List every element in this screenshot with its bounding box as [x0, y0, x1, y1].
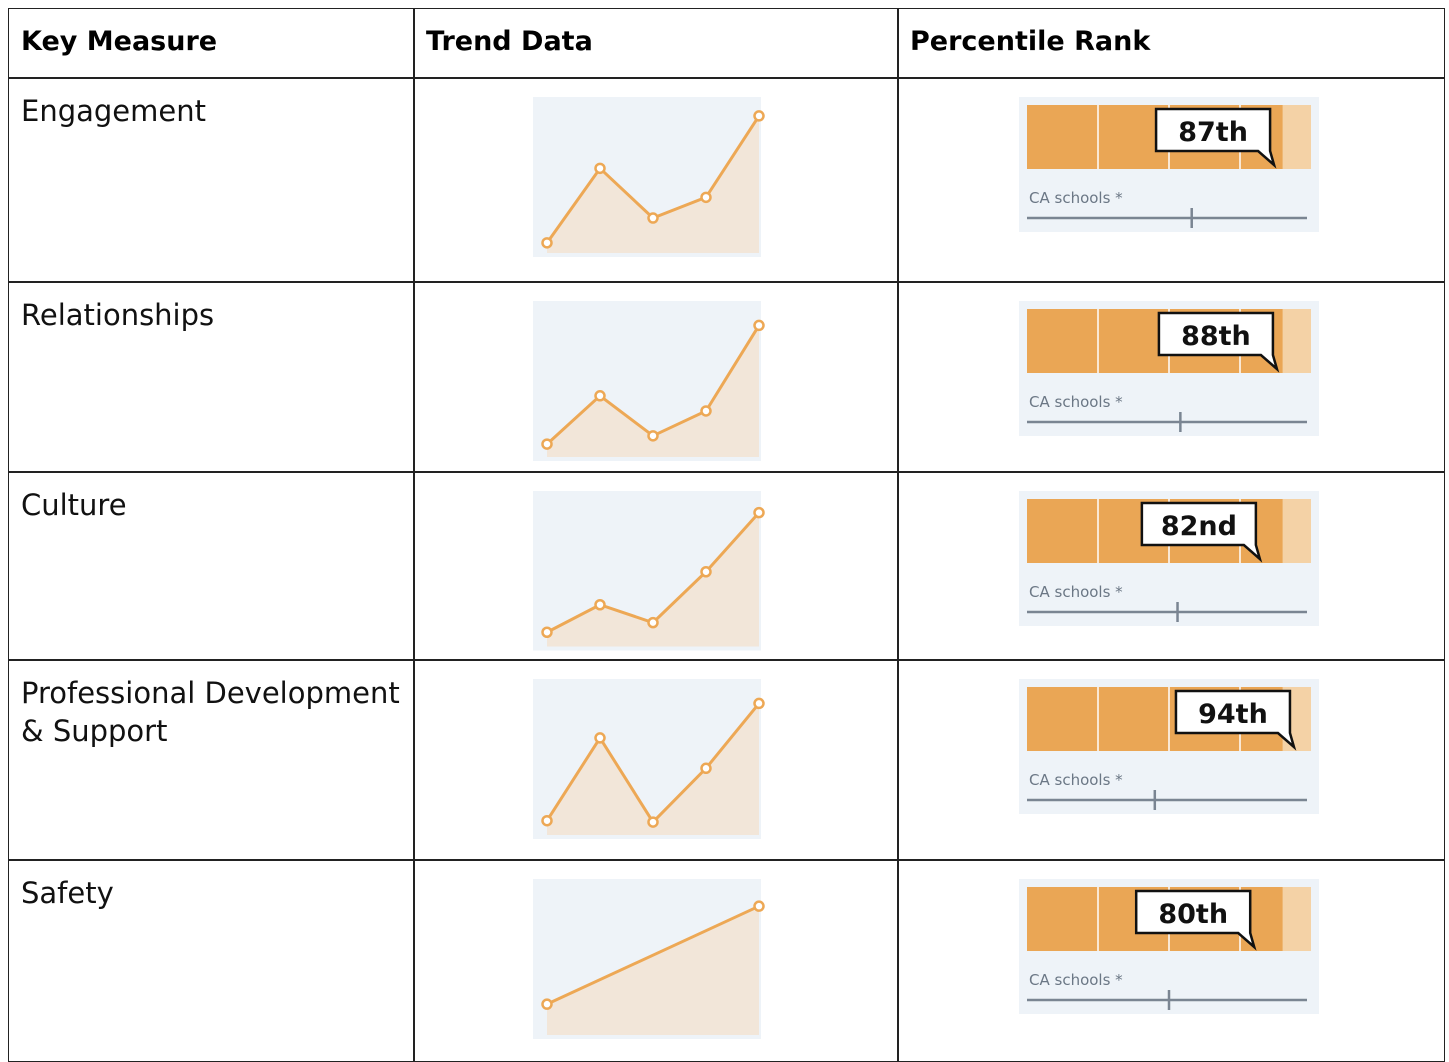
- rank-callout: [1140, 501, 1263, 563]
- trend-point: [700, 762, 712, 775]
- trend-cell: [413, 659, 899, 861]
- rank-label: 87th: [1178, 117, 1248, 148]
- trend-point: [541, 814, 553, 827]
- rank-cell: [897, 471, 1445, 661]
- trend-point: [753, 697, 765, 710]
- ca-label: CA schools *: [1029, 771, 1123, 789]
- ca-label: CA schools *: [1029, 189, 1123, 207]
- trend-point: [541, 626, 553, 638]
- trend-point: [541, 998, 553, 1010]
- header-cell: Key Measure: [8, 8, 415, 79]
- trend-point: [594, 732, 606, 744]
- trend-point: [541, 438, 553, 450]
- sparkline: [533, 879, 765, 1039]
- trend-cell: [413, 281, 899, 473]
- percentile-widget: 94th CA schools *: [1019, 679, 1319, 814]
- measure-cell: Culture: [8, 471, 415, 661]
- ca-label: CA schools *: [1029, 971, 1123, 989]
- trend-point: [700, 191, 712, 204]
- measure-cell: Safety: [8, 859, 415, 1062]
- trend-line: [546, 904, 760, 1006]
- measure-cell: Relationships: [8, 281, 415, 473]
- trend-point: [594, 162, 606, 175]
- sparkline: [533, 491, 765, 651]
- ca-label: CA schools *: [1029, 393, 1123, 411]
- rank-label: 80th: [1158, 899, 1228, 930]
- trend-point: [594, 599, 606, 611]
- trend-area: [547, 703, 759, 835]
- trend-point: [541, 237, 553, 249]
- rank-cell: [897, 281, 1445, 473]
- trend-point: [753, 110, 765, 122]
- trend-point: [647, 816, 659, 828]
- trend-cell: [413, 77, 899, 283]
- trend-cell: [413, 471, 899, 661]
- rank-callout: [1134, 889, 1257, 951]
- percentile-widget: 80th CA schools *: [1019, 879, 1319, 1014]
- trend-point: [647, 616, 659, 629]
- rank-callout: [1157, 311, 1280, 373]
- trend-point: [647, 430, 659, 442]
- header-cell: Percentile Rank: [897, 8, 1445, 79]
- sparkline: [533, 301, 765, 461]
- rank-cell: [897, 77, 1445, 283]
- measure-cell: Engagement: [8, 77, 415, 283]
- rank-callout: [1174, 689, 1297, 751]
- ca-label: CA schools *: [1029, 583, 1123, 601]
- trend-point: [647, 212, 659, 224]
- percentile-widget: 88th CA schools *: [1019, 301, 1319, 436]
- rank-callout: [1154, 107, 1277, 169]
- rank-label: 88th: [1181, 321, 1251, 352]
- rank-label: 82nd: [1161, 511, 1237, 542]
- measure-cell: Professional Development & Support: [8, 659, 415, 861]
- trend-point: [700, 566, 712, 578]
- trend-point: [753, 506, 765, 519]
- trend-area: [547, 512, 759, 647]
- trend-area: [547, 325, 759, 457]
- trend-point: [753, 900, 765, 912]
- trend-area: [547, 115, 759, 254]
- header-cell: Trend Data: [413, 8, 899, 79]
- percentile-widget: 82nd CA schools *: [1019, 491, 1319, 626]
- trend-point: [594, 390, 606, 402]
- sparkline: [533, 97, 765, 257]
- sparkline: [533, 679, 765, 839]
- rank-cell: [897, 659, 1445, 861]
- percentile-widget: 87th CA schools *: [1019, 97, 1319, 232]
- trend-point: [700, 405, 712, 417]
- trend-area: [547, 906, 759, 1035]
- rank-label: 94th: [1198, 699, 1268, 730]
- trend-point: [753, 319, 765, 332]
